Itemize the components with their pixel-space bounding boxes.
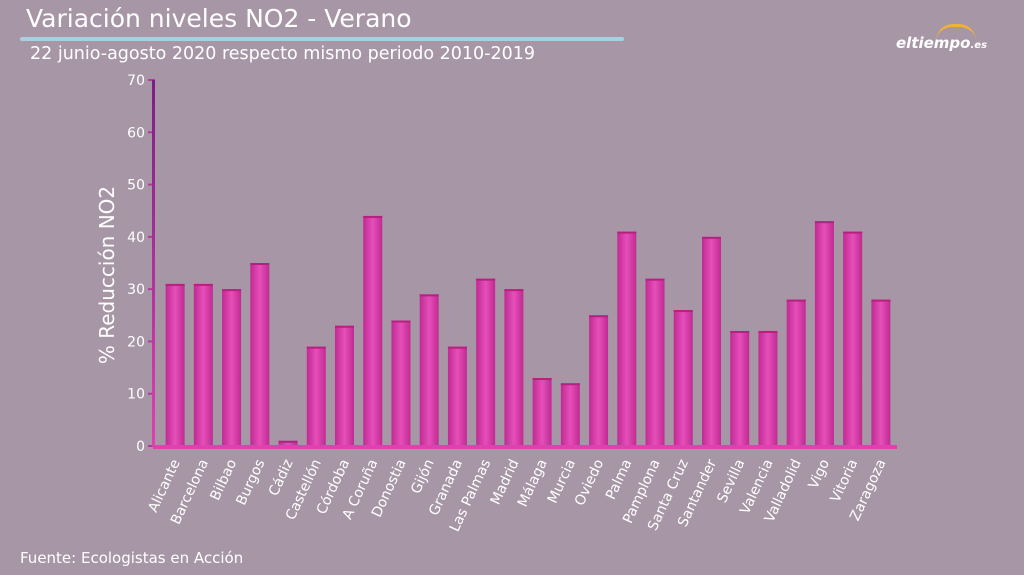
bar-cap <box>504 289 524 292</box>
bar <box>476 278 496 446</box>
bar <box>702 236 721 446</box>
bar-cap <box>335 325 354 328</box>
bar <box>278 440 298 446</box>
bar-cap <box>786 299 806 302</box>
bar <box>673 310 693 446</box>
bar <box>532 378 552 446</box>
bar <box>447 346 467 446</box>
bar <box>504 289 524 446</box>
logo-suffix-text: .es <box>970 40 988 51</box>
bar <box>306 346 326 446</box>
logo-main-text: eltiempo <box>896 34 971 52</box>
bar-cap <box>306 346 326 349</box>
bar <box>871 299 891 446</box>
bar-cap <box>673 310 693 313</box>
bar-cap <box>165 283 185 286</box>
title-underline <box>20 37 624 41</box>
bar-cap <box>730 330 750 333</box>
bar <box>222 289 242 446</box>
bar-cap <box>476 278 496 281</box>
y-tick-label: 10 <box>127 387 145 403</box>
bar-cap <box>560 383 580 386</box>
bar-cap <box>278 440 298 443</box>
x-category-label: Gijón <box>408 457 438 496</box>
bar-cap <box>645 278 665 281</box>
chart-title: Variación niveles NO2 - Verano <box>26 4 412 33</box>
y-tick-label: 0 <box>136 439 145 455</box>
y-tick-label: 60 <box>127 125 145 141</box>
y-tick-label: 50 <box>127 178 145 194</box>
y-axis-label: % Reducción NO2 <box>95 186 119 364</box>
x-axis-line <box>153 445 897 449</box>
bar <box>786 299 806 446</box>
source-note: Fuente: Ecologistas en Acción <box>20 549 244 567</box>
bar <box>335 325 354 446</box>
bar-cap <box>702 236 721 239</box>
y-axis-ticks: 0 10 20 30 40 50 60 70 <box>127 73 155 455</box>
x-category-label: Cádiz <box>266 457 297 499</box>
bar-cap <box>871 299 891 302</box>
y-tick-label: 30 <box>127 282 145 298</box>
bar-cap <box>250 263 270 265</box>
bar <box>645 278 665 446</box>
bar <box>843 231 863 446</box>
bar-cap <box>363 215 383 218</box>
bar-cap <box>447 346 467 349</box>
chart-subtitle: 22 junio-agosto 2020 respecto mismo peri… <box>30 44 536 64</box>
bar-cap <box>758 330 778 333</box>
bar <box>758 330 778 446</box>
bar-cap <box>589 315 609 318</box>
bar <box>589 315 609 446</box>
bar <box>391 320 411 446</box>
bar <box>250 263 270 446</box>
bar-cap <box>391 320 411 323</box>
x-category-label: Vigo <box>806 457 833 492</box>
bar <box>560 383 580 446</box>
bar-cap <box>814 221 834 224</box>
bar <box>363 215 383 446</box>
bar-cap <box>843 231 863 234</box>
bar-cap <box>193 283 213 286</box>
bars-group <box>165 215 891 446</box>
bar <box>814 221 834 446</box>
y-tick-label: 40 <box>127 230 145 246</box>
y-tick-label: 20 <box>127 334 145 350</box>
x-axis-labels: AlicanteBarcelonaBilbaoBurgosCádizCastel… <box>145 457 889 535</box>
eltiempo-logo: eltiempo.es <box>896 24 1006 58</box>
bar <box>617 231 637 446</box>
bar <box>730 330 750 446</box>
bar-cap <box>419 294 439 297</box>
y-tick-label: 70 <box>127 73 145 89</box>
logo-text: eltiempo.es <box>896 34 987 52</box>
bar-cap <box>532 378 552 381</box>
bar <box>193 283 213 446</box>
bar <box>165 283 185 446</box>
cloud-icon <box>936 24 976 41</box>
bar <box>419 294 439 446</box>
y-axis-line <box>152 80 155 446</box>
bar-cap <box>222 289 242 292</box>
bar-cap <box>617 231 637 234</box>
